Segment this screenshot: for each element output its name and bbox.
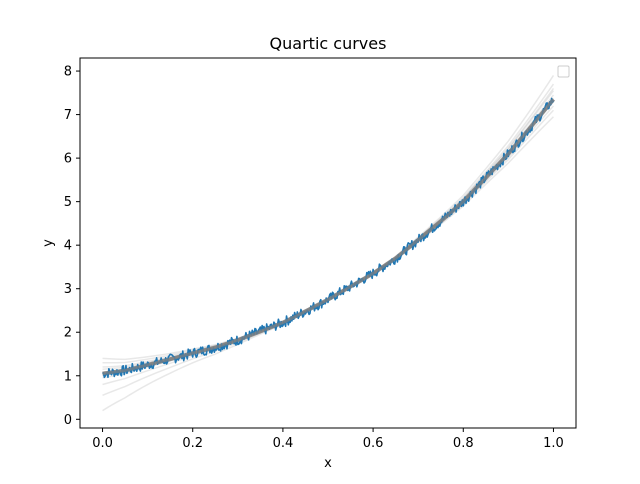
fit-curve-overlay: [102, 98, 555, 376]
y-tick-label: 2: [64, 326, 72, 341]
legend-box: [557, 65, 570, 78]
y-tick-label: 3: [64, 282, 72, 297]
y-tick-label: 6: [64, 152, 72, 167]
y-axis-label: y: [41, 239, 56, 247]
y-tick-label: 8: [64, 65, 72, 80]
x-tick-label: 1.0: [543, 436, 564, 451]
x-tick-label: 0.0: [92, 436, 113, 451]
x-tick-label: 0.2: [182, 436, 203, 451]
y-axis: 0 1 2 3 4 5 6 7 8: [64, 65, 80, 428]
data-series-group: [101, 97, 555, 379]
axes-frame: [79, 57, 577, 429]
chart-title: Quartic curves: [270, 34, 387, 53]
y-tick-label: 1: [64, 369, 72, 384]
x-tick-label: 0.6: [363, 436, 384, 451]
y-tick-label: 4: [64, 239, 72, 254]
y-tick-label: 5: [64, 195, 72, 210]
x-tick-label: 0.4: [273, 436, 294, 451]
x-axis-label: x: [324, 456, 332, 471]
y-tick-label: 7: [64, 108, 72, 123]
x-tick-label: 0.8: [453, 436, 474, 451]
x-axis: 0.0 0.2 0.4 0.6 0.8 1.0: [92, 428, 564, 451]
y-tick-label: 0: [64, 413, 72, 428]
